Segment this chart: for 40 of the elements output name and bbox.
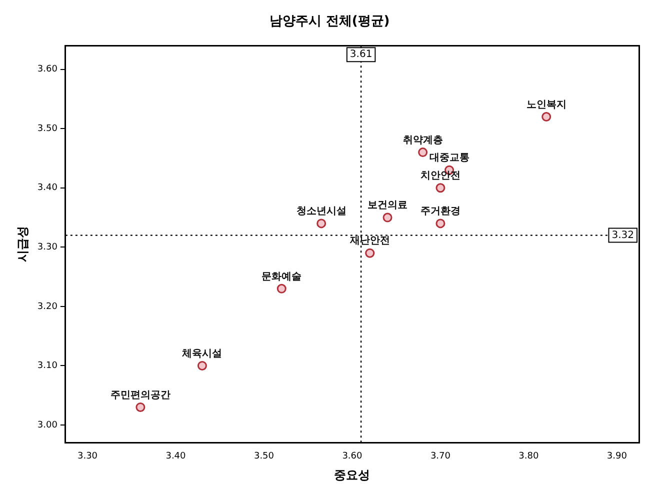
- x-tick-label: 3.60: [342, 452, 363, 462]
- point: [316, 218, 326, 228]
- annotation: 주민편의공간: [110, 390, 170, 401]
- y-tick-label: 3.20: [37, 302, 58, 312]
- ref-line-label: 3.61: [350, 49, 372, 60]
- x-tick-label: 3.50: [254, 452, 274, 462]
- point: [436, 218, 446, 228]
- annotation: 보건의료: [368, 200, 408, 212]
- y-axis-title: 시급성: [15, 226, 30, 262]
- x-tick-label: 3.30: [77, 452, 98, 462]
- point: [136, 402, 146, 412]
- annotation: 노인복지: [526, 99, 566, 110]
- y-tick-label: 3.40: [37, 183, 58, 194]
- point: [276, 284, 286, 294]
- y-tick-label: 3.50: [37, 124, 58, 134]
- point: [436, 183, 446, 193]
- x-tick-label: 3.40: [166, 452, 186, 462]
- point: [382, 212, 392, 222]
- x-tick-label: 3.80: [518, 452, 539, 462]
- chart-title: 남양주시 전체(평균): [269, 14, 390, 30]
- ref-line-label: 3.32: [612, 230, 634, 241]
- point: [542, 112, 552, 122]
- x-axis-title: 중요성: [334, 468, 370, 482]
- y-tick-label: 3.30: [37, 242, 58, 253]
- annotation: 주거환경: [420, 206, 460, 218]
- annotation: 청소년시설: [296, 206, 346, 218]
- point: [418, 148, 428, 158]
- y-tick-label: 3.60: [37, 64, 58, 75]
- point: [197, 360, 207, 370]
- annotation: 문화예술: [262, 271, 302, 282]
- annotation: 재난안전: [348, 236, 390, 247]
- y-tick-label: 3.00: [37, 420, 58, 430]
- annotation: 취약계층: [402, 134, 443, 146]
- x-tick-label: 3.70: [430, 452, 451, 462]
- annotation: 치안안전: [420, 170, 460, 182]
- point: [365, 248, 375, 258]
- annotation: 대중교통: [429, 152, 470, 164]
- x-tick-label: 3.90: [606, 452, 628, 462]
- annotation: 체육시설: [181, 348, 222, 360]
- y-tick-label: 3.10: [37, 361, 58, 372]
